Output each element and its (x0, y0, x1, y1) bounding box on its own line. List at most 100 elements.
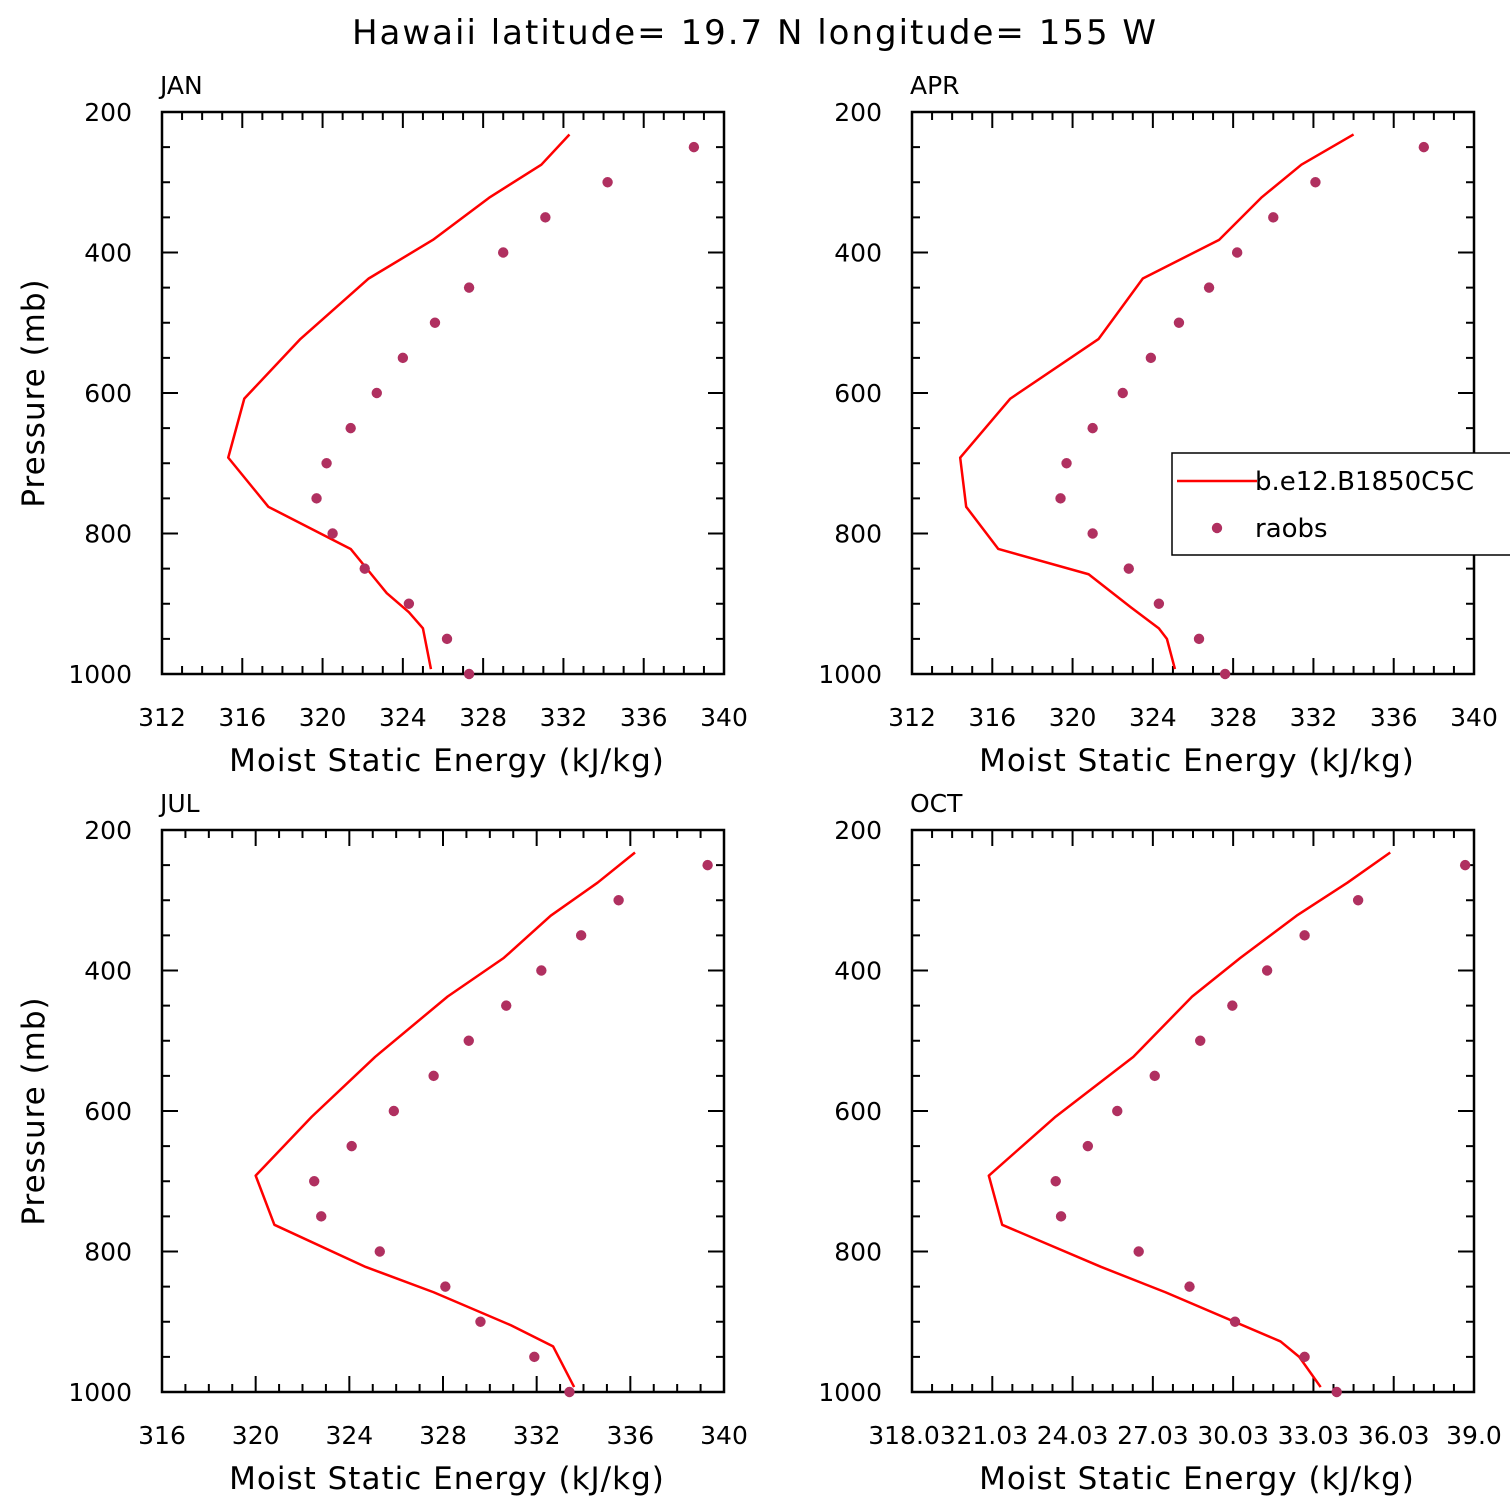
legend-marker-swatch (1211, 522, 1223, 534)
raobs-point (321, 458, 332, 469)
raobs-point (1087, 422, 1098, 434)
y-tick-label: 600 (84, 379, 132, 408)
raobs-point (463, 282, 475, 293)
x-tick-label: 316 (218, 703, 266, 732)
raobs-point (1261, 965, 1273, 976)
x-tick-label: 332 (1290, 703, 1338, 732)
x-tick-label: 320 (1049, 703, 1097, 732)
raobs-point (540, 212, 551, 223)
raobs-point (498, 247, 509, 258)
raobs-point (529, 1351, 540, 1363)
x-tick-label: 336 (606, 1421, 654, 1450)
raobs-point (1299, 1351, 1310, 1363)
raobs-point (327, 528, 338, 539)
raobs-point (388, 1105, 400, 1117)
raobs-point (440, 1281, 451, 1292)
x-tick-label: 320 (232, 1421, 280, 1450)
model-line (987, 851, 1391, 1388)
y-tick-label: 800 (834, 520, 882, 549)
x-tick-label: 324 (379, 703, 427, 732)
x-axis-label: Moist Static Energy (kJ/kg) (979, 743, 1415, 779)
y-tick-label: 1000 (818, 660, 882, 689)
x-tick-label: 336 (1370, 703, 1418, 732)
raobs-point (1153, 598, 1165, 609)
x-tick-label: 328 (419, 1421, 467, 1450)
figure-title: Hawaii latitude= 19.7 N longitude= 155 W (352, 13, 1158, 53)
raobs-point (429, 317, 441, 328)
x-tick-label: 316 (968, 703, 1016, 732)
raobs-point (475, 1316, 486, 1327)
x-tick-label: 312 (888, 703, 936, 732)
data-area (226, 133, 571, 670)
raobs-point (1050, 1176, 1061, 1187)
raobs-point (602, 177, 613, 188)
raobs-point (316, 1211, 327, 1222)
x-tick-label: 318.03 (868, 1421, 955, 1450)
y-tick-label: 800 (834, 1238, 882, 1267)
raobs-point (311, 493, 322, 504)
panel-jan: 312 316 320 324 328 332 336 340 200 400 600 800 1000… (16, 71, 748, 779)
raobs-point (1229, 1316, 1241, 1327)
raobs-point (1331, 1386, 1342, 1398)
raobs-point (1203, 282, 1215, 293)
x-axis-label: Moist Static Energy (kJ/kg) (229, 743, 665, 779)
raobs-point (1195, 1035, 1206, 1046)
raobs-point (309, 1176, 320, 1187)
raobs-point (702, 859, 713, 871)
y-tick-label: 1000 (68, 660, 132, 689)
raobs-point (1173, 317, 1185, 328)
legend-label-model: b.e12.B1850C5C (1255, 467, 1474, 497)
y-tick-label: 400 (84, 957, 132, 986)
legend-label-obs: raobs (1255, 514, 1328, 544)
raobs-point (1123, 563, 1134, 574)
raobs-point (397, 352, 409, 364)
raobs-point (1087, 528, 1098, 539)
raobs-point (613, 895, 624, 906)
x-tick-label: 340 (700, 703, 748, 732)
y-tick-label: 200 (84, 98, 132, 127)
y-tick-label: 200 (834, 816, 882, 845)
y-tick-label: 200 (834, 98, 882, 127)
raobs-point (1145, 352, 1157, 364)
y-tick-label: 1000 (68, 1378, 132, 1407)
raobs-point (371, 387, 382, 399)
x-tick-label: 39.0 (1446, 1421, 1502, 1450)
raobs-point (1193, 633, 1205, 645)
panel-label: JAN (158, 71, 203, 100)
x-axis-label: Moist Static Energy (kJ/kg) (229, 1461, 665, 1497)
raobs-point (1299, 930, 1310, 941)
raobs-point (463, 668, 475, 680)
legend: b.e12.B1850C5C raobs (1171, 452, 1510, 556)
panel-apr: 312 316 320 324 328 332 336 340 200 400 600 800 1000… (818, 71, 1510, 779)
x-tick-label: 312 (138, 703, 186, 732)
raobs-point (1219, 668, 1231, 680)
x-tick-label: 328 (459, 703, 507, 732)
panel-label: OCT (910, 789, 963, 818)
raobs-point (1117, 387, 1128, 399)
data-area (958, 133, 1355, 670)
y-tick-label: 800 (84, 520, 132, 549)
x-tick-label: 340 (700, 1421, 748, 1450)
model-line (254, 851, 636, 1388)
x-tick-label: 328 (1209, 703, 1257, 732)
plot-frame (910, 828, 1476, 1394)
x-axis-label: Moist Static Energy (kJ/kg) (979, 1461, 1415, 1497)
raobs-point (1418, 141, 1430, 153)
raobs-point (536, 965, 547, 976)
raobs-point (359, 563, 370, 574)
raobs-point (345, 422, 356, 434)
plot-frame (910, 110, 1476, 676)
x-tick-label: 324 (1129, 703, 1177, 732)
y-tick-label: 600 (84, 1097, 132, 1126)
x-tick-label: 24.03 (1037, 1421, 1109, 1450)
x-tick-label: 332 (540, 703, 588, 732)
x-tick-label: 320 (299, 703, 347, 732)
y-axis-label: Pressure (mb) (16, 996, 52, 1225)
x-tick-label: 30.03 (1197, 1421, 1269, 1450)
raobs-point (1459, 859, 1471, 871)
raobs-point (688, 141, 700, 153)
plot-frame (160, 110, 726, 676)
x-tick-label: 316 (138, 1421, 186, 1450)
raobs-point (1227, 1000, 1238, 1011)
